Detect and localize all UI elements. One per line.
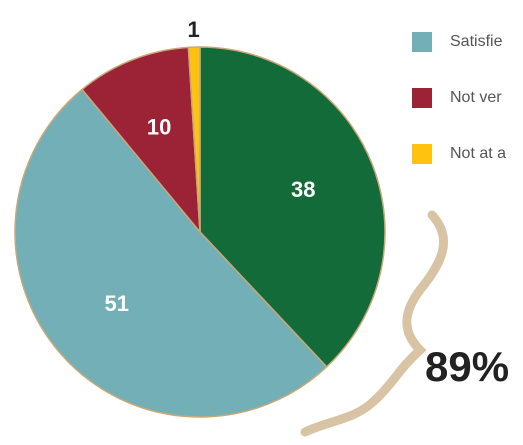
pie-slice bbox=[14, 88, 328, 418]
annotation: 89% bbox=[425, 343, 509, 390]
pie bbox=[14, 46, 386, 418]
value-label: 51 bbox=[104, 291, 128, 316]
legend-label: Not ver bbox=[450, 89, 502, 106]
pie-slice bbox=[81, 46, 201, 235]
value-label: 38 bbox=[291, 177, 315, 202]
legend-swatch bbox=[412, 144, 432, 164]
legend-swatch bbox=[412, 32, 432, 52]
legend-swatch bbox=[412, 88, 432, 108]
legend-label: Not at a bbox=[450, 145, 506, 162]
legend-label: Satisfie bbox=[450, 33, 503, 50]
value-label: 10 bbox=[147, 115, 171, 140]
pie-slice bbox=[199, 46, 386, 368]
brace bbox=[300, 210, 448, 437]
pie-slice bbox=[187, 46, 201, 233]
value-label: 1 bbox=[188, 17, 200, 42]
